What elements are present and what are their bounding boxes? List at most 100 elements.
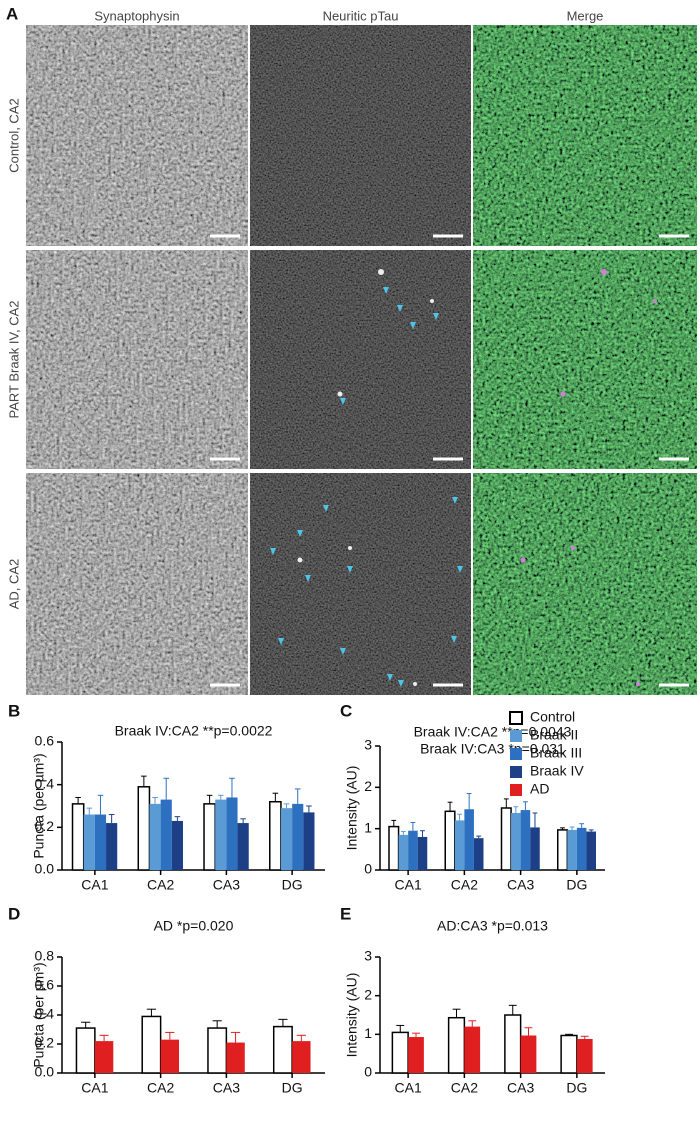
- annotation: Braak IV:CA2 **p=0.0043: [414, 724, 572, 740]
- y-tick-label: 1: [364, 1025, 372, 1041]
- bar: [500, 807, 512, 871]
- micrograph: [473, 473, 697, 695]
- y-tick-label: 0.6: [35, 977, 55, 993]
- bar: [576, 827, 587, 870]
- bar: [447, 1016, 466, 1074]
- bar: [557, 829, 569, 871]
- bar: [454, 820, 465, 870]
- bar: [567, 829, 577, 870]
- y-tick-label: 2: [364, 986, 372, 1002]
- x-tick-label: CA1: [81, 877, 108, 893]
- arrowhead: [433, 313, 439, 320]
- bar: [292, 1041, 311, 1073]
- bar: [237, 823, 249, 870]
- annotation: AD:CA3 *p=0.013: [437, 918, 548, 934]
- panel-letter: D: [8, 904, 20, 923]
- y-axis-label: Intensity (AU): [344, 766, 360, 851]
- arrowhead: [397, 305, 403, 312]
- bar: [520, 1035, 537, 1073]
- legend-label: AD: [530, 781, 549, 797]
- row-label: Control, CA2: [6, 98, 21, 172]
- micrograph: [473, 250, 697, 469]
- micrograph: [26, 25, 248, 246]
- punctum: [601, 269, 607, 275]
- legend-label: Braak II: [530, 727, 578, 743]
- bar: [408, 1037, 424, 1073]
- bar: [160, 799, 172, 870]
- panel-letter: E: [340, 904, 351, 923]
- y-tick-label: 0.2: [35, 818, 55, 834]
- arrowhead: [452, 497, 458, 504]
- bar: [149, 803, 161, 870]
- y-tick-label: 0.0: [35, 1064, 55, 1080]
- x-tick-label: CA1: [395, 877, 422, 893]
- x-tick-label: CA2: [147, 1080, 174, 1096]
- y-axis-label: Intensity (AU): [344, 973, 360, 1058]
- y-tick-label: 0.6: [35, 733, 55, 749]
- arrowhead: [451, 636, 457, 643]
- y-tick-label: 3: [364, 948, 372, 964]
- y-tick-label: 0.4: [35, 775, 55, 791]
- bar: [71, 803, 85, 871]
- y-tick-label: 0: [364, 861, 372, 877]
- annotation: AD *p=0.020: [154, 918, 234, 934]
- x-tick-label: CA2: [451, 1080, 478, 1096]
- arrowhead: [297, 530, 303, 537]
- bar: [504, 1014, 522, 1074]
- y-axis-label: Puncta (per µm³): [31, 753, 47, 858]
- y-tick-label: 0.8: [35, 948, 55, 964]
- bar: [417, 836, 428, 870]
- panel-letter: C: [340, 701, 352, 720]
- x-tick-label: DG: [566, 1080, 587, 1096]
- y-axis-label: Puncta (per µm³): [31, 962, 47, 1067]
- annotation: Braak IV:CA2 **p=0.0022: [115, 723, 273, 739]
- panel-letter: B: [8, 701, 20, 720]
- x-tick-label: CA3: [213, 877, 240, 893]
- legend-swatch: [510, 748, 522, 760]
- bar: [94, 1041, 114, 1073]
- arrowheads: [270, 287, 463, 687]
- bar: [391, 1031, 409, 1074]
- arrowhead: [340, 398, 346, 405]
- column-title: Synaptophysin: [94, 8, 179, 23]
- micrograph: [250, 473, 471, 695]
- x-tick-label: CA1: [81, 1080, 108, 1096]
- legend-label: Braak IV: [530, 763, 584, 779]
- punctum: [378, 269, 384, 275]
- micrograph: [473, 25, 697, 246]
- column-title: Neuritic pTau: [323, 8, 399, 23]
- arrowhead: [340, 648, 346, 655]
- y-tick-label: 0.4: [35, 1006, 55, 1022]
- bar: [203, 803, 216, 871]
- legend-label: Braak III: [530, 745, 582, 761]
- bar: [586, 831, 596, 870]
- bar: [473, 838, 484, 870]
- bar: [388, 825, 400, 871]
- micrograph: [26, 250, 248, 469]
- punctum: [297, 557, 303, 563]
- legend-swatch: [510, 766, 522, 778]
- bar: [530, 827, 540, 870]
- arrowhead: [383, 287, 389, 294]
- bar: [560, 1034, 578, 1074]
- bar: [207, 1027, 228, 1074]
- x-tick-label: CA2: [147, 877, 174, 893]
- micrograph: [26, 473, 248, 695]
- y-tick-label: 0.2: [35, 1035, 55, 1051]
- y-tick-label: 2: [364, 778, 372, 794]
- bar: [280, 808, 293, 870]
- arrowhead: [323, 505, 329, 512]
- bar: [106, 823, 118, 870]
- annotation: Braak IV:CA3 *p=0.031: [420, 741, 565, 757]
- legend-swatch: [510, 784, 522, 796]
- bar: [408, 830, 418, 870]
- y-tick-label: 1: [364, 819, 372, 835]
- bar: [141, 1015, 162, 1074]
- x-tick-label: CA2: [451, 877, 478, 893]
- bar: [464, 809, 474, 870]
- x-tick-label: DG: [282, 877, 303, 893]
- panel-letter: A: [6, 4, 18, 23]
- punctum: [413, 682, 417, 686]
- x-tick-label: CA3: [507, 877, 534, 893]
